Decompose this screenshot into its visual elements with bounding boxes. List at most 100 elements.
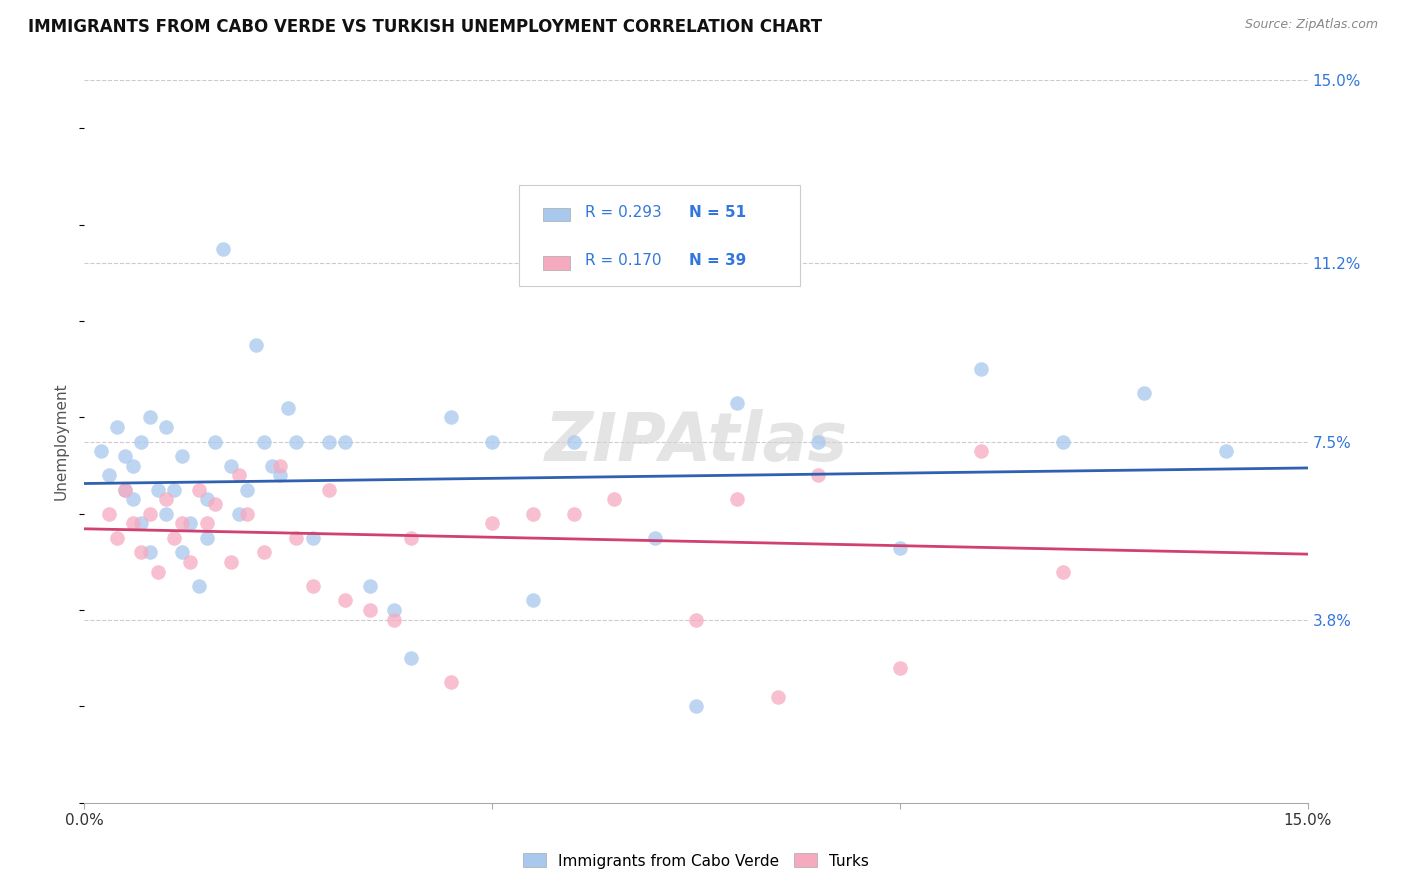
Point — [335, 593, 357, 607]
Point — [970, 362, 993, 376]
Point — [163, 531, 186, 545]
Point — [138, 545, 160, 559]
Point — [269, 458, 291, 473]
Point — [562, 507, 585, 521]
Point — [187, 483, 209, 497]
Point — [105, 420, 128, 434]
Point — [253, 434, 276, 449]
Point — [382, 613, 405, 627]
Point — [522, 507, 544, 521]
Point — [277, 401, 299, 415]
Point — [889, 661, 911, 675]
Point — [301, 579, 323, 593]
Point — [970, 444, 993, 458]
Point — [236, 507, 259, 521]
Point — [219, 458, 242, 473]
Point — [269, 468, 291, 483]
Point — [146, 483, 169, 497]
Point — [359, 603, 381, 617]
Point — [481, 434, 503, 449]
Point — [204, 497, 226, 511]
Point — [114, 483, 136, 497]
Point — [212, 242, 235, 256]
Point — [131, 545, 153, 559]
Point — [440, 410, 463, 425]
Point — [138, 410, 160, 425]
Point — [399, 651, 422, 665]
Point — [685, 699, 707, 714]
Point — [1052, 565, 1074, 579]
Text: IMMIGRANTS FROM CABO VERDE VS TURKISH UNEMPLOYMENT CORRELATION CHART: IMMIGRANTS FROM CABO VERDE VS TURKISH UN… — [28, 18, 823, 36]
Point — [122, 458, 145, 473]
Point — [603, 492, 626, 507]
Text: R = 0.170: R = 0.170 — [585, 253, 661, 268]
Text: N = 51: N = 51 — [689, 205, 745, 220]
Point — [562, 434, 585, 449]
Point — [172, 545, 194, 559]
Text: R = 0.293: R = 0.293 — [585, 205, 661, 220]
Point — [204, 434, 226, 449]
Point — [236, 483, 259, 497]
Point — [228, 507, 250, 521]
Point — [155, 420, 177, 434]
Point — [187, 579, 209, 593]
Point — [481, 516, 503, 531]
Point — [522, 593, 544, 607]
Point — [155, 492, 177, 507]
Point — [335, 434, 357, 449]
Text: N = 39: N = 39 — [689, 253, 745, 268]
Point — [163, 483, 186, 497]
Point — [1133, 386, 1156, 401]
Point — [219, 555, 242, 569]
Point — [172, 516, 194, 531]
Point — [122, 516, 145, 531]
Point — [172, 449, 194, 463]
Point — [382, 603, 405, 617]
Point — [97, 468, 120, 483]
Point — [725, 492, 748, 507]
Point — [318, 434, 340, 449]
Point — [245, 338, 267, 352]
Point — [318, 483, 340, 497]
Point — [138, 507, 160, 521]
Point — [301, 531, 323, 545]
Point — [105, 531, 128, 545]
Point — [146, 565, 169, 579]
Point — [359, 579, 381, 593]
Point — [131, 516, 153, 531]
Point — [90, 444, 112, 458]
Point — [889, 541, 911, 555]
Point — [228, 468, 250, 483]
Point — [195, 492, 218, 507]
Point — [253, 545, 276, 559]
Point — [725, 396, 748, 410]
Legend: Immigrants from Cabo Verde, Turks: Immigrants from Cabo Verde, Turks — [516, 847, 876, 875]
Point — [195, 531, 218, 545]
Point — [644, 531, 666, 545]
Point — [131, 434, 153, 449]
Point — [440, 675, 463, 690]
Point — [766, 690, 789, 704]
Point — [122, 492, 145, 507]
Point — [97, 507, 120, 521]
Point — [179, 516, 201, 531]
Text: ZIPAtlas: ZIPAtlas — [544, 409, 848, 475]
Point — [685, 613, 707, 627]
Point — [260, 458, 283, 473]
Point — [807, 434, 830, 449]
Point — [807, 468, 830, 483]
Point — [114, 449, 136, 463]
Point — [179, 555, 201, 569]
Point — [1215, 444, 1237, 458]
FancyBboxPatch shape — [543, 208, 569, 221]
Y-axis label: Unemployment: Unemployment — [53, 383, 69, 500]
FancyBboxPatch shape — [519, 185, 800, 286]
Point — [155, 507, 177, 521]
Point — [114, 483, 136, 497]
Point — [285, 434, 308, 449]
Point — [285, 531, 308, 545]
Point — [399, 531, 422, 545]
Text: Source: ZipAtlas.com: Source: ZipAtlas.com — [1244, 18, 1378, 31]
Point — [1052, 434, 1074, 449]
Point — [644, 256, 666, 270]
